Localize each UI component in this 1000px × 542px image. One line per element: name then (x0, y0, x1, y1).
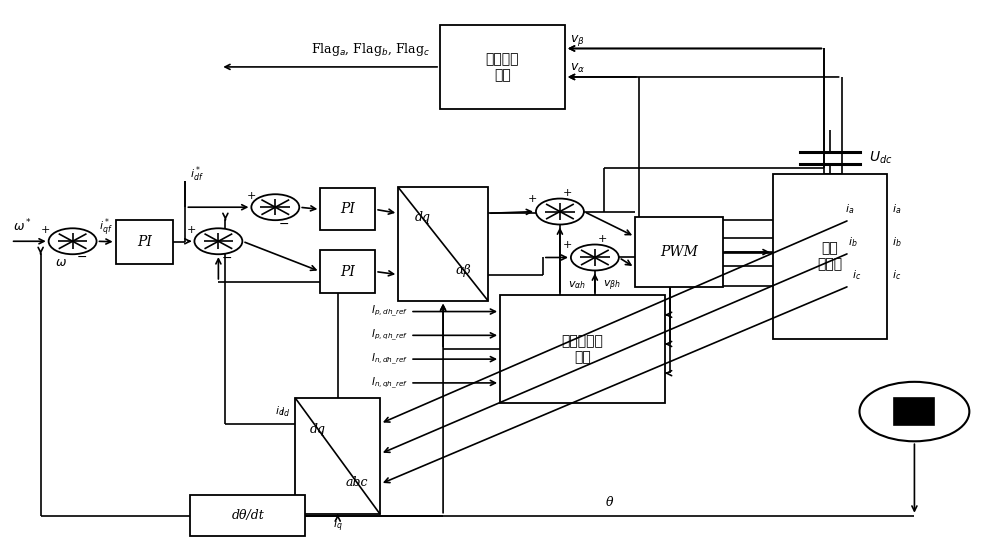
Text: $I_{n,dh\_ref}$: $I_{n,dh\_ref}$ (371, 352, 408, 367)
Text: $i_a$: $i_a$ (845, 202, 855, 216)
Text: +: + (186, 224, 196, 235)
Text: +: + (246, 191, 256, 201)
Text: $I_{p,qh\_ref}$: $I_{p,qh\_ref}$ (371, 328, 408, 343)
Text: 高频电流控
制器: 高频电流控 制器 (561, 334, 603, 364)
Text: θ: θ (606, 496, 614, 509)
Bar (190, 495, 305, 536)
Text: $v_\alpha$: $v_\alpha$ (570, 61, 585, 75)
Text: $-$: $-$ (278, 217, 289, 230)
Text: +: + (528, 194, 537, 204)
Bar (295, 398, 380, 514)
Text: $U_{dc}$: $U_{dc}$ (869, 150, 893, 166)
Text: $-$: $-$ (221, 251, 233, 264)
Text: $i_c$: $i_c$ (852, 268, 861, 281)
Bar (398, 187, 488, 301)
Text: $v_{\alpha h}$: $v_{\alpha h}$ (568, 279, 586, 291)
Text: dq: dq (310, 423, 326, 436)
Text: 高频信号
提取: 高频信号 提取 (486, 52, 519, 82)
Text: αβ: αβ (456, 263, 472, 276)
Text: $i_q$: $i_q$ (333, 517, 343, 533)
Circle shape (860, 382, 969, 441)
Text: $i_b$: $i_b$ (848, 235, 858, 249)
Bar (320, 250, 375, 293)
Bar (320, 188, 375, 230)
Text: $i_{df}^*$: $i_{df}^*$ (190, 165, 204, 184)
Bar (773, 173, 887, 339)
Text: abc: abc (346, 476, 368, 489)
Bar (440, 25, 565, 109)
Bar (116, 220, 173, 264)
Text: $i_d$: $i_d$ (275, 404, 285, 418)
Text: $I_{n,qh\_ref}$: $I_{n,qh\_ref}$ (371, 375, 408, 390)
Text: 三相
逆变器: 三相 逆变器 (817, 241, 843, 271)
Text: PI: PI (340, 202, 355, 216)
Text: $i_b$: $i_b$ (892, 235, 902, 249)
Bar (500, 295, 665, 403)
Text: dq: dq (414, 211, 430, 224)
Text: $i_{qf}^*$: $i_{qf}^*$ (99, 217, 113, 239)
Text: $v_\beta$: $v_\beta$ (570, 33, 585, 48)
Text: +: + (563, 188, 572, 198)
Text: $-$: $-$ (76, 250, 87, 263)
Circle shape (571, 244, 619, 270)
Text: $I_{p,dh\_ref}$: $I_{p,dh\_ref}$ (371, 304, 408, 319)
Bar (635, 217, 723, 287)
Text: $i_c$: $i_c$ (892, 268, 902, 281)
Text: $i_a$: $i_a$ (892, 202, 902, 216)
Circle shape (194, 228, 242, 254)
Text: PI: PI (340, 264, 355, 279)
Text: $v_{\beta h}$: $v_{\beta h}$ (603, 279, 621, 293)
Text: $i_d$: $i_d$ (280, 405, 290, 420)
Text: +: + (41, 224, 50, 235)
Text: +: + (563, 240, 572, 250)
Text: PI: PI (137, 235, 152, 249)
Bar (894, 398, 934, 425)
Circle shape (536, 198, 584, 224)
Text: $\omega^*$: $\omega^*$ (13, 218, 32, 235)
Text: $\omega$: $\omega$ (55, 256, 67, 269)
Text: PWM: PWM (660, 245, 698, 259)
Text: Flag$_a$, Flag$_b$, Flag$_c$: Flag$_a$, Flag$_b$, Flag$_c$ (311, 41, 430, 59)
Circle shape (49, 228, 97, 254)
Circle shape (251, 194, 299, 220)
Text: dθ/dt: dθ/dt (231, 509, 264, 522)
Text: +: + (598, 234, 607, 244)
